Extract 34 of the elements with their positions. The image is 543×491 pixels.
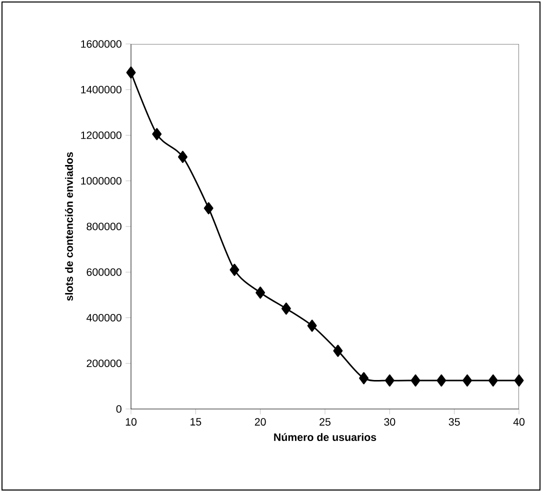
x-tick-label: 40: [513, 418, 525, 426]
point: [204, 202, 214, 214]
point: [281, 302, 291, 315]
y-tick-label: 600000: [86, 268, 122, 276]
point: [307, 320, 317, 332]
point: [359, 372, 369, 384]
y-tick-label: 1000000: [81, 177, 122, 185]
x-axis-title: Número de usuarios: [274, 433, 376, 441]
point: [178, 150, 188, 163]
y-axis-title: slots de contención enviados: [65, 152, 73, 301]
y-tick-label: 1200000: [81, 131, 122, 140]
point: [256, 286, 266, 299]
x-tick-label: 35: [448, 418, 460, 426]
point: [410, 374, 420, 387]
y-tick-label: 0: [116, 405, 122, 413]
point: [488, 374, 498, 387]
point: [230, 264, 240, 276]
x-tick-label: 25: [320, 418, 330, 426]
x-tick-label: 10: [126, 418, 137, 426]
y-tick-label: 400000: [86, 314, 122, 322]
point: [436, 374, 446, 387]
point: [384, 374, 394, 387]
point: [333, 344, 343, 357]
x-tick-label: 15: [190, 418, 202, 426]
y-tick-label: 1400000: [81, 86, 122, 94]
y-tick-label: 800000: [86, 222, 122, 230]
point: [152, 128, 162, 140]
y-tick-label: 1600000: [81, 40, 122, 48]
y-tick-label: 200000: [86, 360, 122, 368]
point: [126, 66, 136, 79]
point: [462, 374, 472, 387]
x-tick-label: 30: [384, 418, 396, 426]
point: [514, 374, 524, 387]
x-tick-label: 20: [254, 418, 266, 426]
